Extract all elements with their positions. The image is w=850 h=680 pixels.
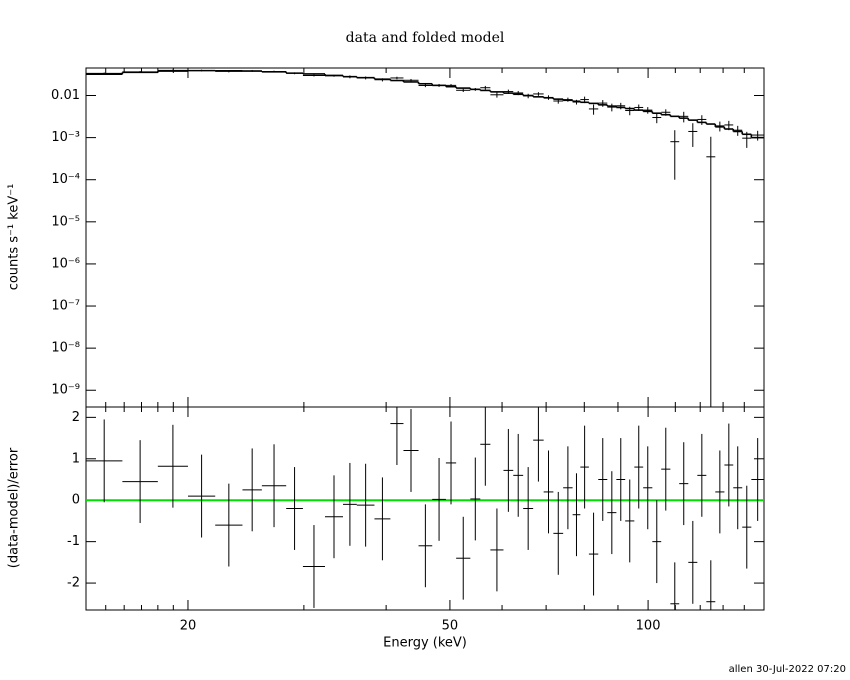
y-tick-label: 2 bbox=[72, 410, 80, 425]
residual-axis-label: (data-model)/error bbox=[7, 447, 22, 568]
y-tick-label: 0.01 bbox=[51, 88, 80, 103]
y-tick-label: 10⁻⁵ bbox=[51, 214, 80, 229]
x-tick-label: 20 bbox=[180, 619, 197, 634]
x-axis-label: Energy (keV) bbox=[383, 636, 467, 651]
y-tick-label: -2 bbox=[67, 576, 80, 591]
y-tick-label: 1 bbox=[72, 451, 80, 466]
x-tick-label: 50 bbox=[442, 619, 459, 634]
y-tick-label: 10⁻³ bbox=[51, 130, 80, 145]
y-tick-label: 10⁻⁴ bbox=[51, 172, 80, 187]
y-tick-label: -1 bbox=[67, 534, 80, 549]
y-tick-label: 10⁻⁷ bbox=[51, 299, 80, 314]
x-tick-label: 100 bbox=[636, 619, 661, 634]
chart-title: data and folded model bbox=[346, 30, 505, 46]
y-tick-label: 10⁻⁶ bbox=[51, 256, 80, 271]
top-frame bbox=[85, 67, 765, 408]
y-tick-label: 10⁻⁹ bbox=[51, 383, 80, 398]
y-tick-label: 10⁻⁸ bbox=[51, 341, 80, 356]
bottom-frame bbox=[85, 406, 765, 611]
footer: allen 30-Jul-2022 07:20 bbox=[729, 664, 846, 675]
y-tick-label: 0 bbox=[72, 493, 80, 508]
y-axis-label: counts s⁻¹ keV⁻¹ bbox=[7, 184, 22, 291]
